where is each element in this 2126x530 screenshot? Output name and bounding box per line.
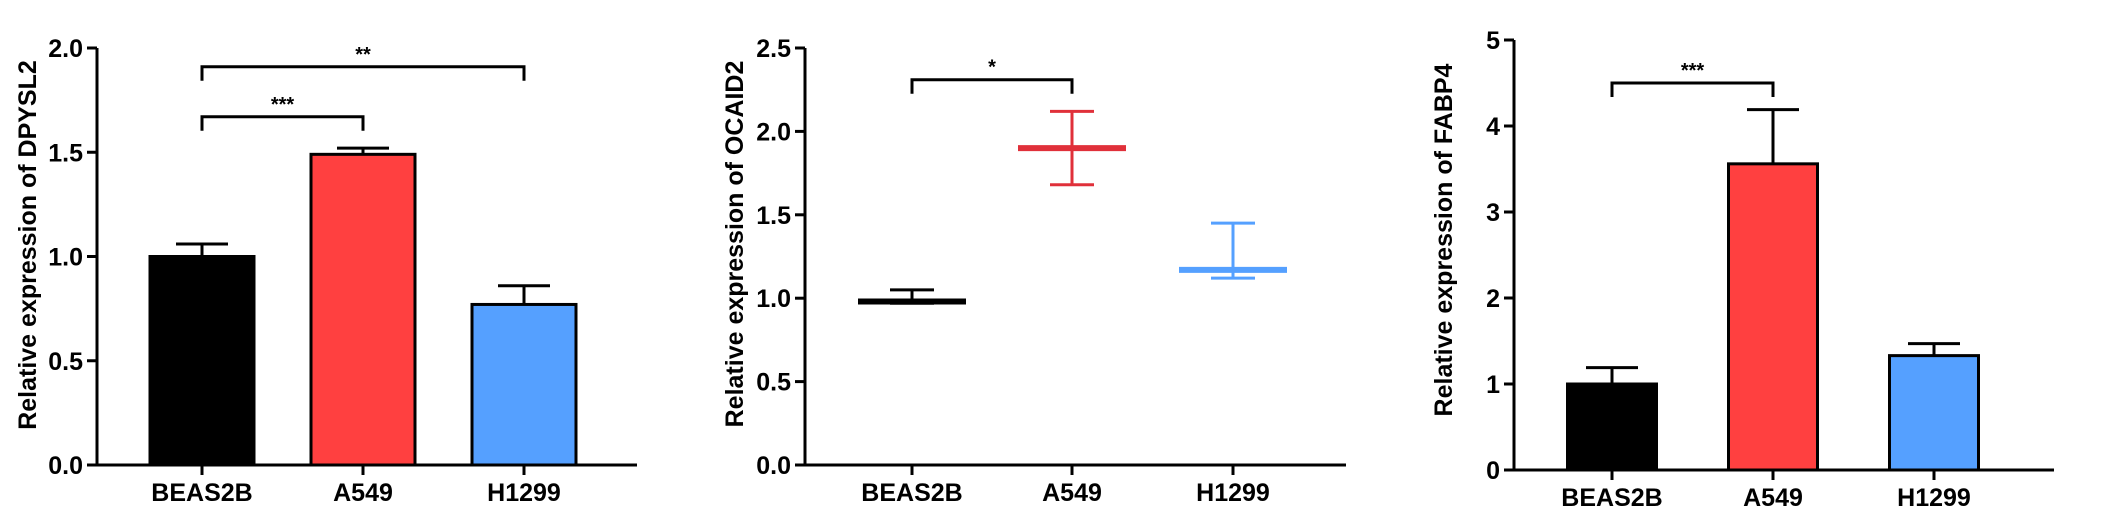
- y-tick-label: 3: [1486, 199, 1500, 227]
- x-tick-label: H1299: [1196, 479, 1270, 507]
- panel-fabp4: Relative expression of FABP4 0 1 2 3 4 5 BEAS2…: [1430, 27, 2054, 512]
- x-tick-label: A549: [333, 479, 393, 507]
- y-tick-label: 0.0: [756, 452, 791, 480]
- bar-h1299: [1888, 354, 1980, 472]
- x-tick-label: A549: [1042, 479, 1102, 507]
- panel-ocaid2: Relative expression of OCAID2 0.0 0.5 1.0 1…: [721, 35, 1346, 507]
- y-tick-label: 2.5: [756, 35, 791, 63]
- bar-a549: [309, 152, 417, 467]
- significance-label: **: [355, 44, 371, 66]
- y-tick-label: 5: [1486, 27, 1500, 55]
- bar-h1299: [470, 302, 578, 467]
- y-tick-label: 1.0: [48, 244, 83, 272]
- panel-dpysl2: Relative expression of DPYSL2 0.0 0.5 1.0 1…: [14, 35, 637, 507]
- y-tick-label: 1.5: [48, 139, 83, 167]
- y-tick-label: 1: [1486, 371, 1500, 399]
- bar-a549: [1727, 162, 1819, 472]
- x-tick-label: H1299: [487, 479, 561, 507]
- y-tick-label: 2.0: [756, 118, 791, 146]
- y-tick-label: 0.0: [48, 452, 83, 480]
- x-tick-label: H1299: [1897, 484, 1971, 512]
- significance-label: ***: [1681, 60, 1705, 82]
- y-tick-label: 2: [1486, 285, 1500, 313]
- bar-beas2b: [148, 255, 256, 467]
- x-tick-label: BEAS2B: [1561, 484, 1662, 512]
- x-tick-label: BEAS2B: [861, 479, 962, 507]
- significance-bracket: [200, 65, 526, 81]
- y-tick-label: 0.5: [756, 369, 791, 397]
- significance-bracket: [1610, 81, 1775, 97]
- y-axis-label: Relative expression of DPYSL2: [14, 60, 42, 430]
- significance-label: *: [988, 57, 996, 79]
- y-tick-label: 1.0: [756, 285, 791, 313]
- y-tick-label: 4: [1486, 113, 1500, 141]
- bar-beas2b: [1566, 382, 1658, 472]
- y-tick-label: 0.5: [48, 348, 83, 376]
- significance-bracket: [910, 78, 1074, 94]
- significance-bracket: [200, 115, 365, 131]
- y-axis-label: Relative expression of FABP4: [1430, 63, 1458, 416]
- x-tick-label: BEAS2B: [151, 479, 252, 507]
- y-tick-label: 0: [1486, 457, 1500, 485]
- y-axis-label: Relative expression of OCAID2: [721, 61, 749, 428]
- significance-label: ***: [271, 94, 295, 116]
- y-tick-label: 2.0: [48, 35, 83, 63]
- x-tick-label: A549: [1743, 484, 1803, 512]
- y-tick-label: 1.5: [756, 202, 791, 230]
